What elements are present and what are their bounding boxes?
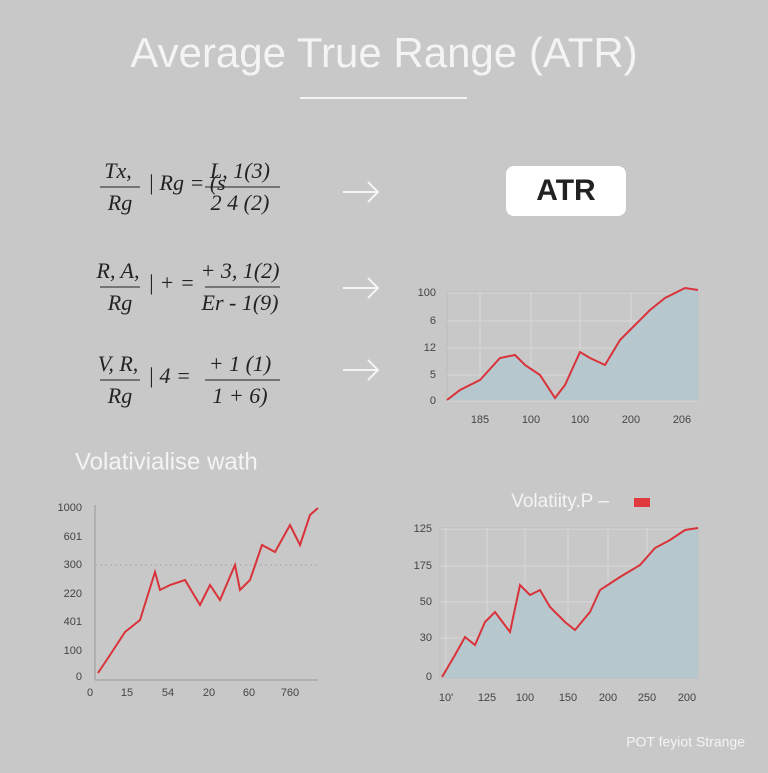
formula-denominator: Rg (107, 290, 132, 315)
y-tick-label: 1000 (58, 502, 82, 514)
area (442, 528, 698, 678)
formula-operator: | + = (148, 270, 195, 295)
y-tick-label: 125 (414, 523, 432, 535)
formula-right-numerator: + 3, 1(2) (201, 258, 280, 283)
y-tick-label: 12 (424, 342, 436, 354)
section-heading: Volativialise wath (75, 448, 258, 475)
line (446, 286, 699, 401)
badge: ATR (536, 174, 596, 207)
formula-denominator: Rg (107, 190, 132, 215)
x-tick-label: 0 (87, 687, 93, 699)
area (447, 288, 698, 400)
y-tick-label: 300 (64, 559, 82, 571)
y-tick-label: 601 (64, 531, 82, 543)
x-tick-label: 54 (162, 687, 174, 699)
arrows (343, 181, 380, 381)
x-tick-label: 200 (678, 692, 696, 704)
y-tick-label: 401 (64, 616, 82, 628)
x-tick-label: 200 (622, 414, 640, 426)
title: Average True Range (ATR) (130, 29, 637, 76)
y-tick-label: 6 (430, 315, 436, 327)
x-tick-label: 15 (121, 687, 133, 699)
x-tick-label: 100 (522, 414, 540, 426)
x-tick-label: 185 (471, 414, 489, 426)
formula-denominator: Rg (107, 383, 132, 408)
y-tick-label: 100 (64, 645, 82, 657)
line (441, 527, 699, 678)
badge-box (506, 166, 626, 216)
y-tick-label: 0 (426, 671, 432, 683)
formula-right-denominator: 1 + 6) (212, 383, 267, 408)
x-tick-label: 125 (478, 692, 496, 704)
formula-numerator: Tx, (104, 158, 132, 183)
y-tick-label: 100 (418, 287, 436, 299)
y-tick-label: 220 (64, 588, 82, 600)
formulas: Tx, Rg | Rg = (sL, 1(3) 2 4 (2) R, A, Rg | + =… (96, 158, 280, 408)
formula-numerator: R, A, (96, 258, 140, 283)
formula-operator: | Rg = (s (148, 170, 226, 195)
y-tick-label: 50 (420, 596, 432, 608)
y-tick-label: 0 (76, 671, 82, 683)
x-tick-label: 20 (203, 687, 215, 699)
x-tick-label: 10' (439, 692, 453, 704)
line (97, 507, 319, 674)
x-tick-label: 100 (571, 414, 589, 426)
formula-right-denominator: Er - 1(9) (201, 290, 279, 315)
x-tick-label: 200 (599, 692, 617, 704)
y-tick-label: 175 (414, 560, 432, 572)
x-tick-label: 206 (673, 414, 691, 426)
x-tick-label: 250 (638, 692, 656, 704)
formula-operator: | 4 = (148, 363, 191, 388)
x-tick-label: 60 (243, 687, 255, 699)
chart-title: Volatiity.P – (511, 491, 609, 512)
footer: POT feyiot Strange (626, 734, 745, 750)
formula-right-numerator: L, 1(3) (209, 158, 270, 183)
x-tick-label: 760 (281, 687, 299, 699)
formula-right-numerator: + 1 (1) (209, 351, 272, 376)
x-tick-label: 100 (516, 692, 534, 704)
y-tick-label: 30 (420, 632, 432, 644)
y-tick-label: 5 (430, 369, 436, 381)
legend-swatch (634, 498, 650, 507)
x-tick-label: 150 (559, 692, 577, 704)
y-tick-label: 0 (430, 395, 436, 407)
formula-numerator: V, R, (98, 351, 139, 376)
formula-right-denominator: 2 4 (2) (211, 190, 270, 215)
